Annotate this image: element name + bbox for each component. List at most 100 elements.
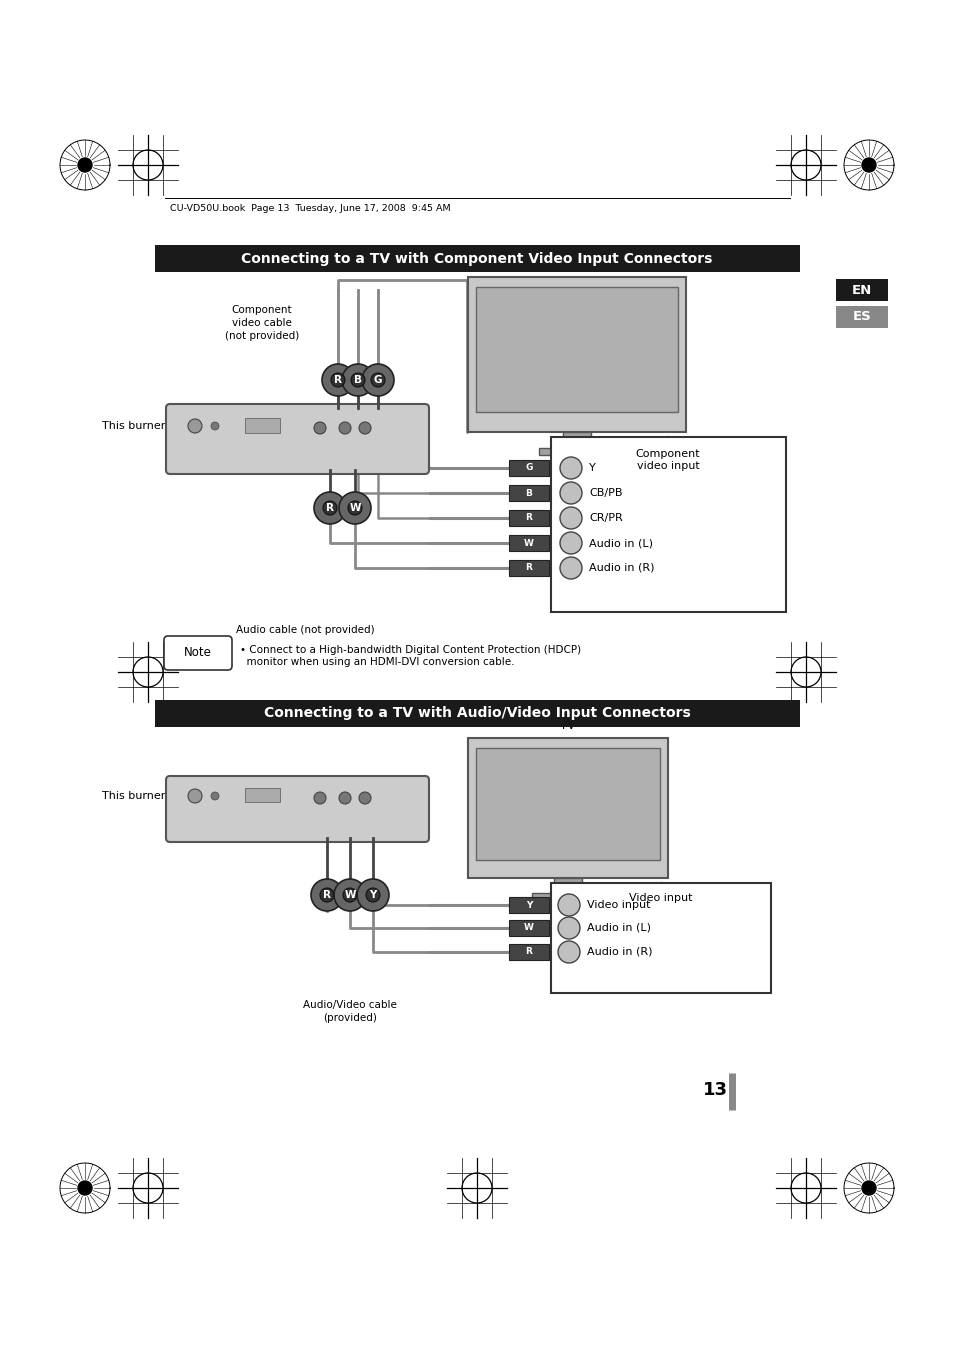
- Text: ES: ES: [852, 310, 870, 324]
- Text: TV: TV: [569, 258, 584, 271]
- Circle shape: [341, 364, 374, 396]
- Text: Y: Y: [588, 463, 595, 472]
- Bar: [245, 418, 280, 433]
- Text: G: G: [374, 375, 382, 385]
- Circle shape: [78, 1181, 91, 1195]
- Text: Note: Note: [184, 647, 212, 660]
- Circle shape: [211, 792, 219, 801]
- Circle shape: [343, 888, 356, 902]
- Text: TV: TV: [559, 720, 575, 732]
- Circle shape: [356, 879, 389, 911]
- Text: Audio in (R): Audio in (R): [586, 946, 652, 957]
- Circle shape: [338, 423, 351, 433]
- Bar: [154, 701, 800, 728]
- Bar: [509, 460, 548, 477]
- Text: Video input: Video input: [586, 900, 650, 910]
- Circle shape: [314, 423, 326, 433]
- Bar: [835, 306, 887, 328]
- Polygon shape: [843, 140, 893, 190]
- Circle shape: [338, 491, 371, 524]
- Text: video input: video input: [636, 460, 699, 471]
- Bar: [509, 896, 548, 913]
- Bar: [551, 883, 770, 994]
- Text: Connecting to a TV with Component Video Input Connectors: Connecting to a TV with Component Video …: [241, 251, 712, 266]
- Circle shape: [351, 373, 365, 387]
- FancyBboxPatch shape: [164, 636, 232, 670]
- Circle shape: [78, 158, 91, 171]
- Circle shape: [322, 364, 354, 396]
- Circle shape: [862, 158, 875, 171]
- Bar: [154, 244, 800, 271]
- Text: Audio cable (not provided): Audio cable (not provided): [235, 625, 374, 634]
- Text: Component
video cable
(not provided): Component video cable (not provided): [225, 305, 299, 342]
- Text: EN: EN: [851, 284, 871, 297]
- Circle shape: [559, 458, 581, 479]
- Text: Audio in (L): Audio in (L): [586, 923, 650, 933]
- Text: 13: 13: [702, 1081, 727, 1099]
- Text: Connecting to a TV with Audio/Video Input Connectors: Connecting to a TV with Audio/Video Inpu…: [263, 706, 690, 721]
- Text: W: W: [523, 923, 534, 933]
- Text: CB/PB: CB/PB: [588, 487, 622, 498]
- Circle shape: [559, 558, 581, 579]
- Bar: [562, 432, 590, 450]
- Bar: [538, 448, 615, 455]
- Text: G: G: [525, 463, 532, 472]
- Bar: [835, 279, 887, 301]
- Text: CU-VD50U.book  Page 13  Tuesday, June 17, 2008  9:45 AM: CU-VD50U.book Page 13 Tuesday, June 17, …: [170, 204, 450, 213]
- Bar: [509, 944, 548, 960]
- Text: Video input: Video input: [629, 892, 692, 903]
- Circle shape: [559, 532, 581, 553]
- Polygon shape: [843, 1162, 893, 1214]
- Circle shape: [314, 491, 346, 524]
- Circle shape: [188, 418, 202, 433]
- Text: This burner: This burner: [102, 421, 165, 431]
- Bar: [509, 510, 548, 526]
- Text: CR/PR: CR/PR: [588, 513, 622, 522]
- Bar: [245, 788, 280, 802]
- Text: Audio/Video cable
(provided): Audio/Video cable (provided): [303, 1000, 396, 1023]
- Circle shape: [558, 917, 579, 940]
- Circle shape: [558, 894, 579, 917]
- Circle shape: [334, 879, 366, 911]
- Polygon shape: [60, 140, 110, 190]
- Bar: [509, 919, 548, 936]
- Bar: [468, 277, 685, 432]
- Circle shape: [559, 482, 581, 504]
- Text: W: W: [344, 890, 355, 900]
- Text: This burner: This burner: [102, 791, 165, 801]
- Text: R: R: [525, 948, 532, 957]
- FancyBboxPatch shape: [166, 776, 429, 842]
- Text: Audio in (R): Audio in (R): [588, 563, 654, 572]
- Circle shape: [559, 508, 581, 529]
- Bar: [476, 288, 678, 412]
- Text: monitor when using an HDMI-DVI conversion cable.: monitor when using an HDMI-DVI conversio…: [240, 657, 514, 667]
- Circle shape: [862, 1181, 875, 1195]
- Circle shape: [348, 501, 361, 514]
- Bar: [554, 878, 581, 895]
- Text: R: R: [525, 563, 532, 572]
- Text: W: W: [349, 504, 360, 513]
- Text: Component: Component: [635, 450, 700, 459]
- Circle shape: [358, 792, 371, 805]
- Text: R: R: [326, 504, 334, 513]
- Text: B: B: [525, 489, 532, 498]
- Circle shape: [371, 373, 385, 387]
- Text: Audio in (L): Audio in (L): [588, 539, 652, 548]
- Circle shape: [361, 364, 394, 396]
- Circle shape: [558, 941, 579, 963]
- Circle shape: [331, 373, 345, 387]
- Bar: [476, 748, 659, 860]
- FancyBboxPatch shape: [166, 404, 429, 474]
- Circle shape: [211, 423, 219, 431]
- Circle shape: [188, 788, 202, 803]
- Bar: [551, 437, 785, 612]
- Text: B: B: [354, 375, 361, 385]
- Text: W: W: [523, 539, 534, 548]
- Text: Y: Y: [525, 900, 532, 910]
- Text: R: R: [334, 375, 341, 385]
- Bar: [509, 560, 548, 576]
- Circle shape: [314, 792, 326, 805]
- Circle shape: [338, 792, 351, 805]
- Circle shape: [323, 501, 336, 514]
- Circle shape: [311, 879, 343, 911]
